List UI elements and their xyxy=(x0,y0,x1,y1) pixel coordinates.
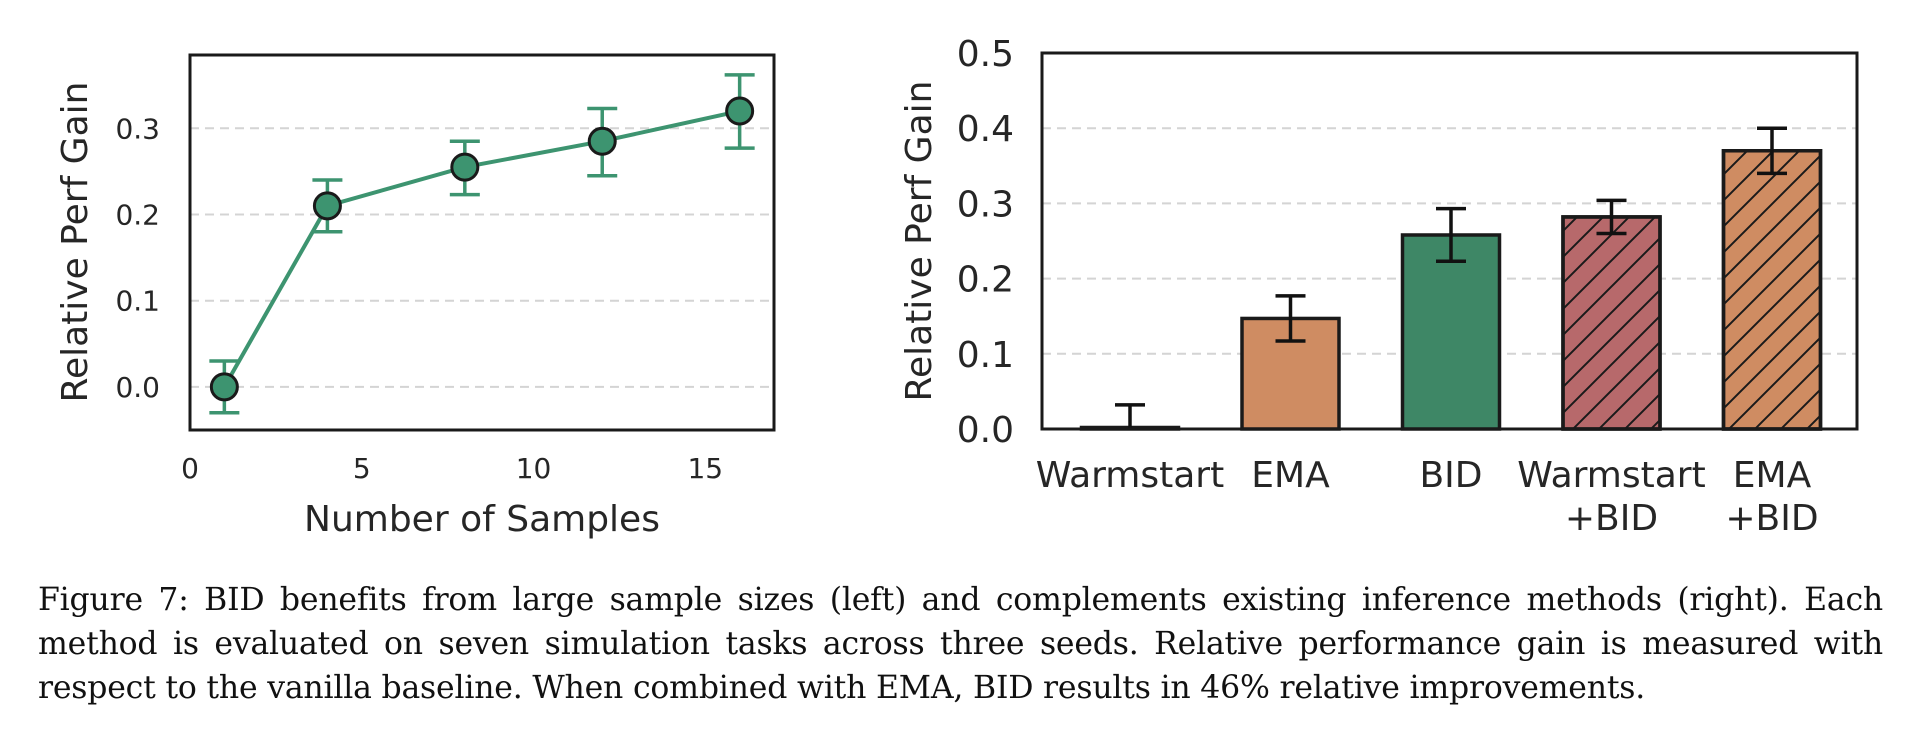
left-data-point xyxy=(314,193,340,219)
left-plot-frame xyxy=(190,55,774,430)
right-x-tick-label: BID xyxy=(1419,455,1482,496)
right-bar-hatch xyxy=(1724,151,1821,429)
left-x-tick-label: 5 xyxy=(353,452,371,485)
figure-caption: Figure 7: BID benefits from large sample… xyxy=(38,578,1883,710)
right-bar-hatch xyxy=(1563,217,1660,429)
right-x-tick-label: EMA xyxy=(1733,455,1812,496)
right-y-tick-label: 0.2 xyxy=(957,260,1014,301)
left-y-axis-label: Relative Perf Gain xyxy=(55,82,96,403)
left-y-tick-label: 0.2 xyxy=(115,198,160,231)
right-x-tick-label: +BID xyxy=(1565,498,1658,539)
right-y-tick-label: 0.3 xyxy=(957,184,1014,225)
right-x-tick-label: Warmstart xyxy=(1517,455,1705,496)
left-data-point xyxy=(211,374,237,400)
left-x-tick-label: 0 xyxy=(181,452,199,485)
left-x-tick-label: 15 xyxy=(687,452,723,485)
right-x-tick-label: EMA xyxy=(1251,455,1330,496)
right-y-tick-label: 0.1 xyxy=(957,335,1014,376)
left-data-point xyxy=(589,128,615,154)
right-bar xyxy=(1403,235,1500,429)
left-line-chart: 0.0 0.1 0.2 0.3 0 5 10 15 Number of Samples Rel… xyxy=(55,55,774,540)
right-x-tick-label: Warmstart xyxy=(1036,455,1224,496)
left-series xyxy=(209,75,754,413)
figure: 0.0 0.1 0.2 0.3 0 5 10 15 Number of Samples Rel… xyxy=(0,0,1916,560)
left-data-point xyxy=(727,98,753,124)
right-x-tick-label: +BID xyxy=(1725,498,1818,539)
left-data-point xyxy=(452,154,478,180)
left-y-tick-label: 0.0 xyxy=(115,371,160,404)
right-y-axis-label: Relative Perf Gain xyxy=(899,81,940,402)
left-y-tick-label: 0.3 xyxy=(115,112,160,145)
left-gridlines xyxy=(190,128,774,387)
left-y-tick-label: 0.1 xyxy=(115,285,160,318)
right-y-tick-label: 0.4 xyxy=(957,109,1014,150)
right-y-tick-label: 0.5 xyxy=(957,34,1014,75)
left-series-line xyxy=(224,111,739,387)
left-x-tick-label: 10 xyxy=(516,452,552,485)
right-tick-labels: 0.0 0.1 0.2 0.3 0.4 0.5 Warmstart EMA BID Warmsta… xyxy=(957,34,1819,539)
right-bar-chart: 0.0 0.1 0.2 0.3 0.4 0.5 Warmstart EMA BID Warmsta… xyxy=(899,34,1857,539)
left-x-axis-label: Number of Samples xyxy=(304,499,660,540)
right-y-tick-label: 0.0 xyxy=(957,410,1014,451)
